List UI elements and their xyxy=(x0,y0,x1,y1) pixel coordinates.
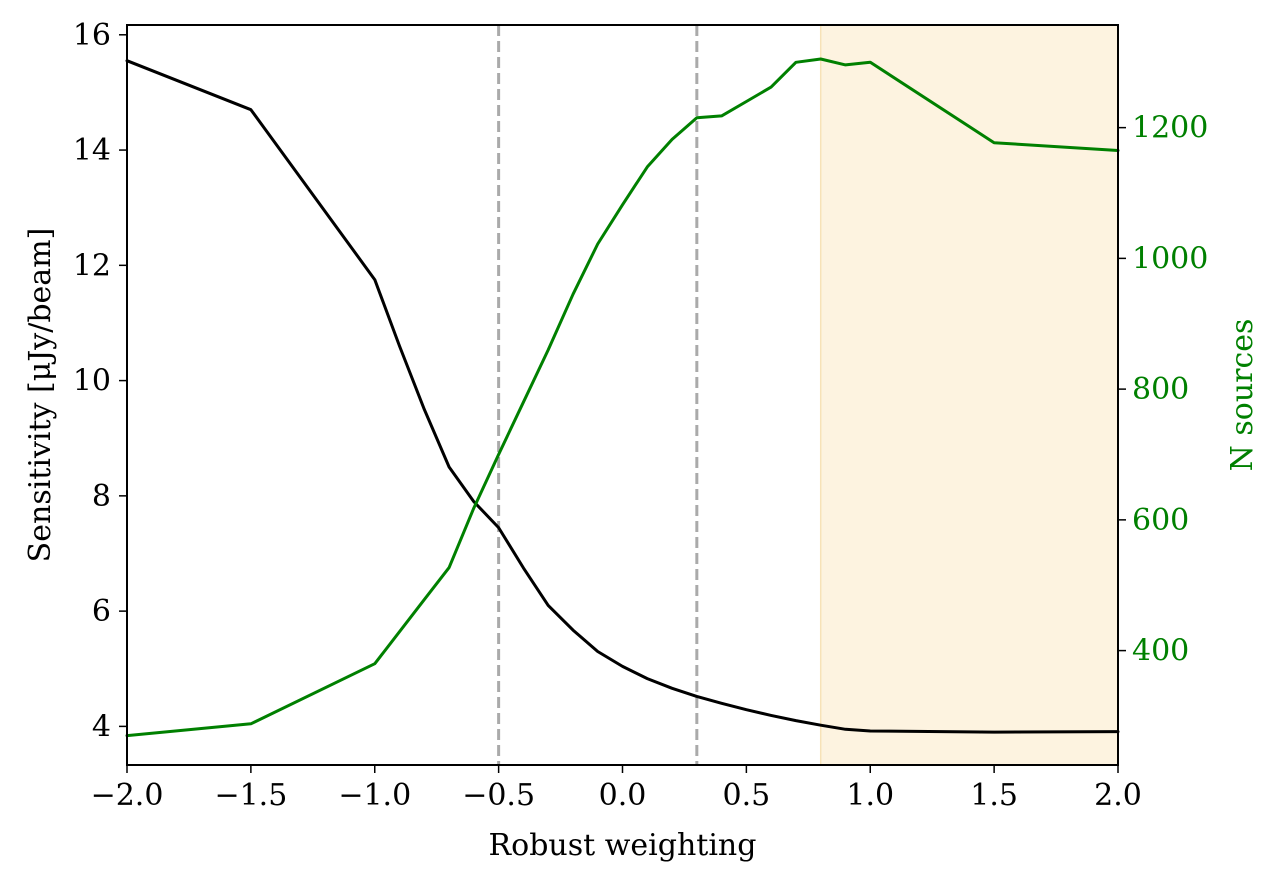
x-tick-label: 0.0 xyxy=(599,778,647,813)
x-tick-label: 2.0 xyxy=(1094,778,1142,813)
y2-tick-label: 1200 xyxy=(1132,111,1208,146)
n-sources-line xyxy=(125,57,1120,738)
x-axis-label: Robust weighting xyxy=(489,828,757,863)
shaded-region xyxy=(820,25,1118,765)
y2-tick-label: 1000 xyxy=(1132,241,1208,276)
x-tick-label: −2.0 xyxy=(91,778,164,813)
x-tick-label: −1.0 xyxy=(338,778,411,813)
x-tick-label: −1.5 xyxy=(214,778,287,813)
y-tick-label: 10 xyxy=(73,364,111,399)
shaded-region-layer xyxy=(819,25,1118,765)
x-tick-label: 0.5 xyxy=(723,778,771,813)
y2-tick-label: 800 xyxy=(1132,372,1189,407)
y2-axis-label: N sources xyxy=(1225,319,1260,472)
sensitivity-line xyxy=(125,59,1120,734)
x-tick-label: −0.5 xyxy=(462,778,535,813)
x-tick-label: 1.5 xyxy=(970,778,1018,813)
y-tick-label: 14 xyxy=(73,133,111,168)
y-tick-label: 4 xyxy=(92,709,111,744)
y-tick-label: 6 xyxy=(92,594,111,629)
x-tick-label: 1.0 xyxy=(846,778,894,813)
y-tick-label: 12 xyxy=(73,248,111,283)
y-ticks-layer: 4 6 8 10 12 14 16 xyxy=(73,18,127,744)
series-layer xyxy=(125,57,1120,738)
y-axis-label: Sensitivity [μJy/beam] xyxy=(23,228,58,563)
y-tick-label: 16 xyxy=(73,18,111,53)
y2-tick-label: 400 xyxy=(1132,634,1189,669)
x-ticks-layer: −2.0 −1.5 −1.0 −0.5 0.0 0.5 1.0 1.5 2.0 xyxy=(91,765,1142,813)
y2-ticks-layer: 400 600 800 1000 1200 xyxy=(1118,111,1208,669)
y-tick-label: 8 xyxy=(92,479,111,514)
vertical-lines-layer xyxy=(497,25,699,765)
y2-tick-label: 600 xyxy=(1132,503,1189,538)
